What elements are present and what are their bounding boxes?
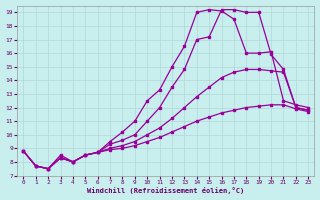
X-axis label: Windchill (Refroidissement éolien,°C): Windchill (Refroidissement éolien,°C) bbox=[87, 187, 244, 194]
